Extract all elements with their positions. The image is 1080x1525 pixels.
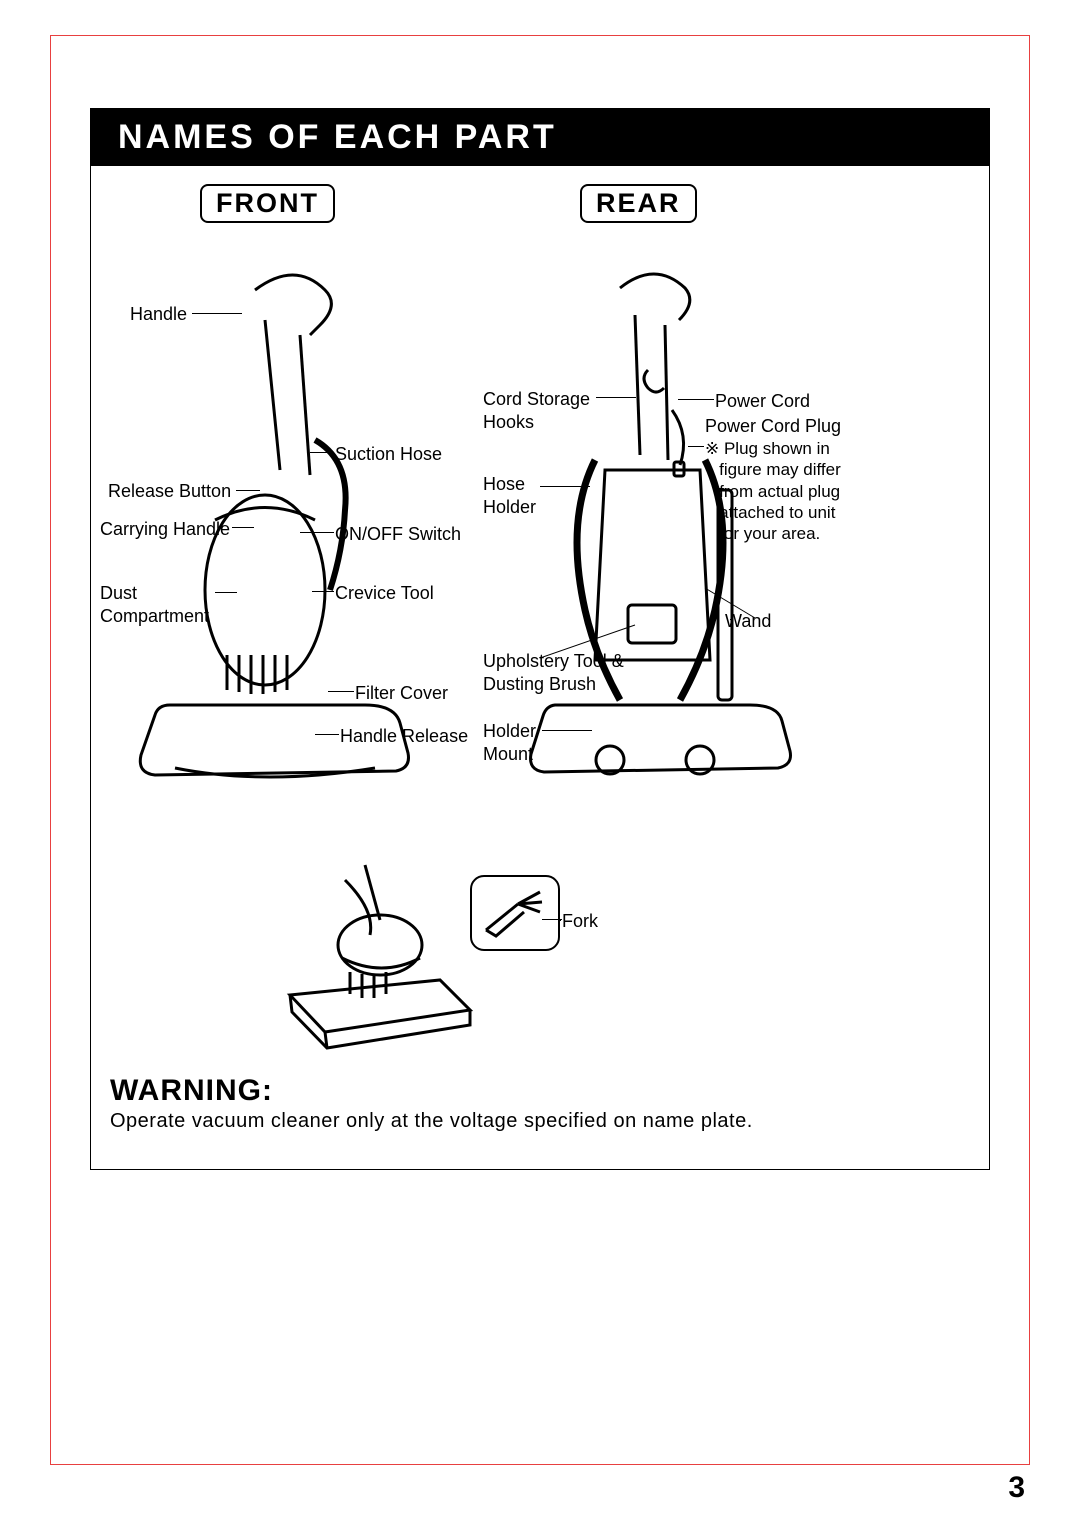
leader-suction-hose — [310, 452, 334, 453]
leader-handle — [192, 313, 242, 314]
perspective-vacuum-illustration — [270, 860, 480, 1050]
leader-release-button — [236, 490, 260, 491]
header-bar: NAMES OF EACH PART — [90, 108, 990, 166]
label-handle: Handle — [130, 303, 187, 326]
label-plug-note: ※ Plug shown in figure may differ from a… — [705, 438, 841, 544]
label-release-button: Release Button — [108, 480, 231, 503]
label-crevice-tool: Crevice Tool — [335, 582, 434, 605]
leader-carrying-handle — [232, 527, 254, 528]
leader-power-cord — [678, 399, 714, 400]
label-power-cord: Power Cord — [715, 390, 810, 413]
label-handle-release: Handle Release — [340, 725, 468, 748]
label-on-off-switch: ON/OFF Switch — [335, 523, 461, 546]
warning-title: WARNING: — [110, 1074, 970, 1108]
leader-holder-mount — [542, 730, 592, 731]
leader-filter-cover — [328, 691, 354, 692]
label-carrying-handle: Carrying Handle — [100, 518, 230, 541]
label-dust-compartment: Dust Compartment — [100, 582, 209, 627]
label-holder-mount: Holder Mount — [483, 720, 536, 765]
leader-cord-hooks — [596, 397, 636, 398]
leader-wand-svg — [700, 585, 760, 625]
header-title: NAMES OF EACH PART — [118, 118, 557, 156]
leader-plug — [688, 446, 704, 447]
label-filter-cover: Filter Cover — [355, 682, 448, 705]
label-suction-hose: Suction Hose — [335, 443, 442, 466]
leader-on-off — [300, 532, 334, 533]
leader-fork — [542, 919, 562, 920]
leader-handle-release — [315, 734, 339, 735]
warning-block: WARNING: Operate vacuum cleaner only at … — [110, 1074, 970, 1133]
label-fork: Fork — [562, 910, 598, 933]
label-hose-holder: Hose Holder — [483, 473, 536, 518]
label-power-cord-plug: Power Cord Plug — [705, 415, 841, 438]
leader-dust-compartment — [215, 592, 237, 593]
warning-text: Operate vacuum cleaner only at the volta… — [110, 1110, 970, 1133]
label-cord-storage-hooks: Cord Storage Hooks — [483, 388, 590, 433]
leader-crevice-tool — [312, 591, 334, 592]
front-label: FRONT — [200, 184, 335, 223]
fork-icon — [478, 882, 552, 944]
rear-label: REAR — [580, 184, 697, 223]
leader-hose-holder — [540, 486, 590, 487]
page-number: 3 — [1008, 1471, 1025, 1505]
leader-upholstery — [540, 620, 650, 660]
